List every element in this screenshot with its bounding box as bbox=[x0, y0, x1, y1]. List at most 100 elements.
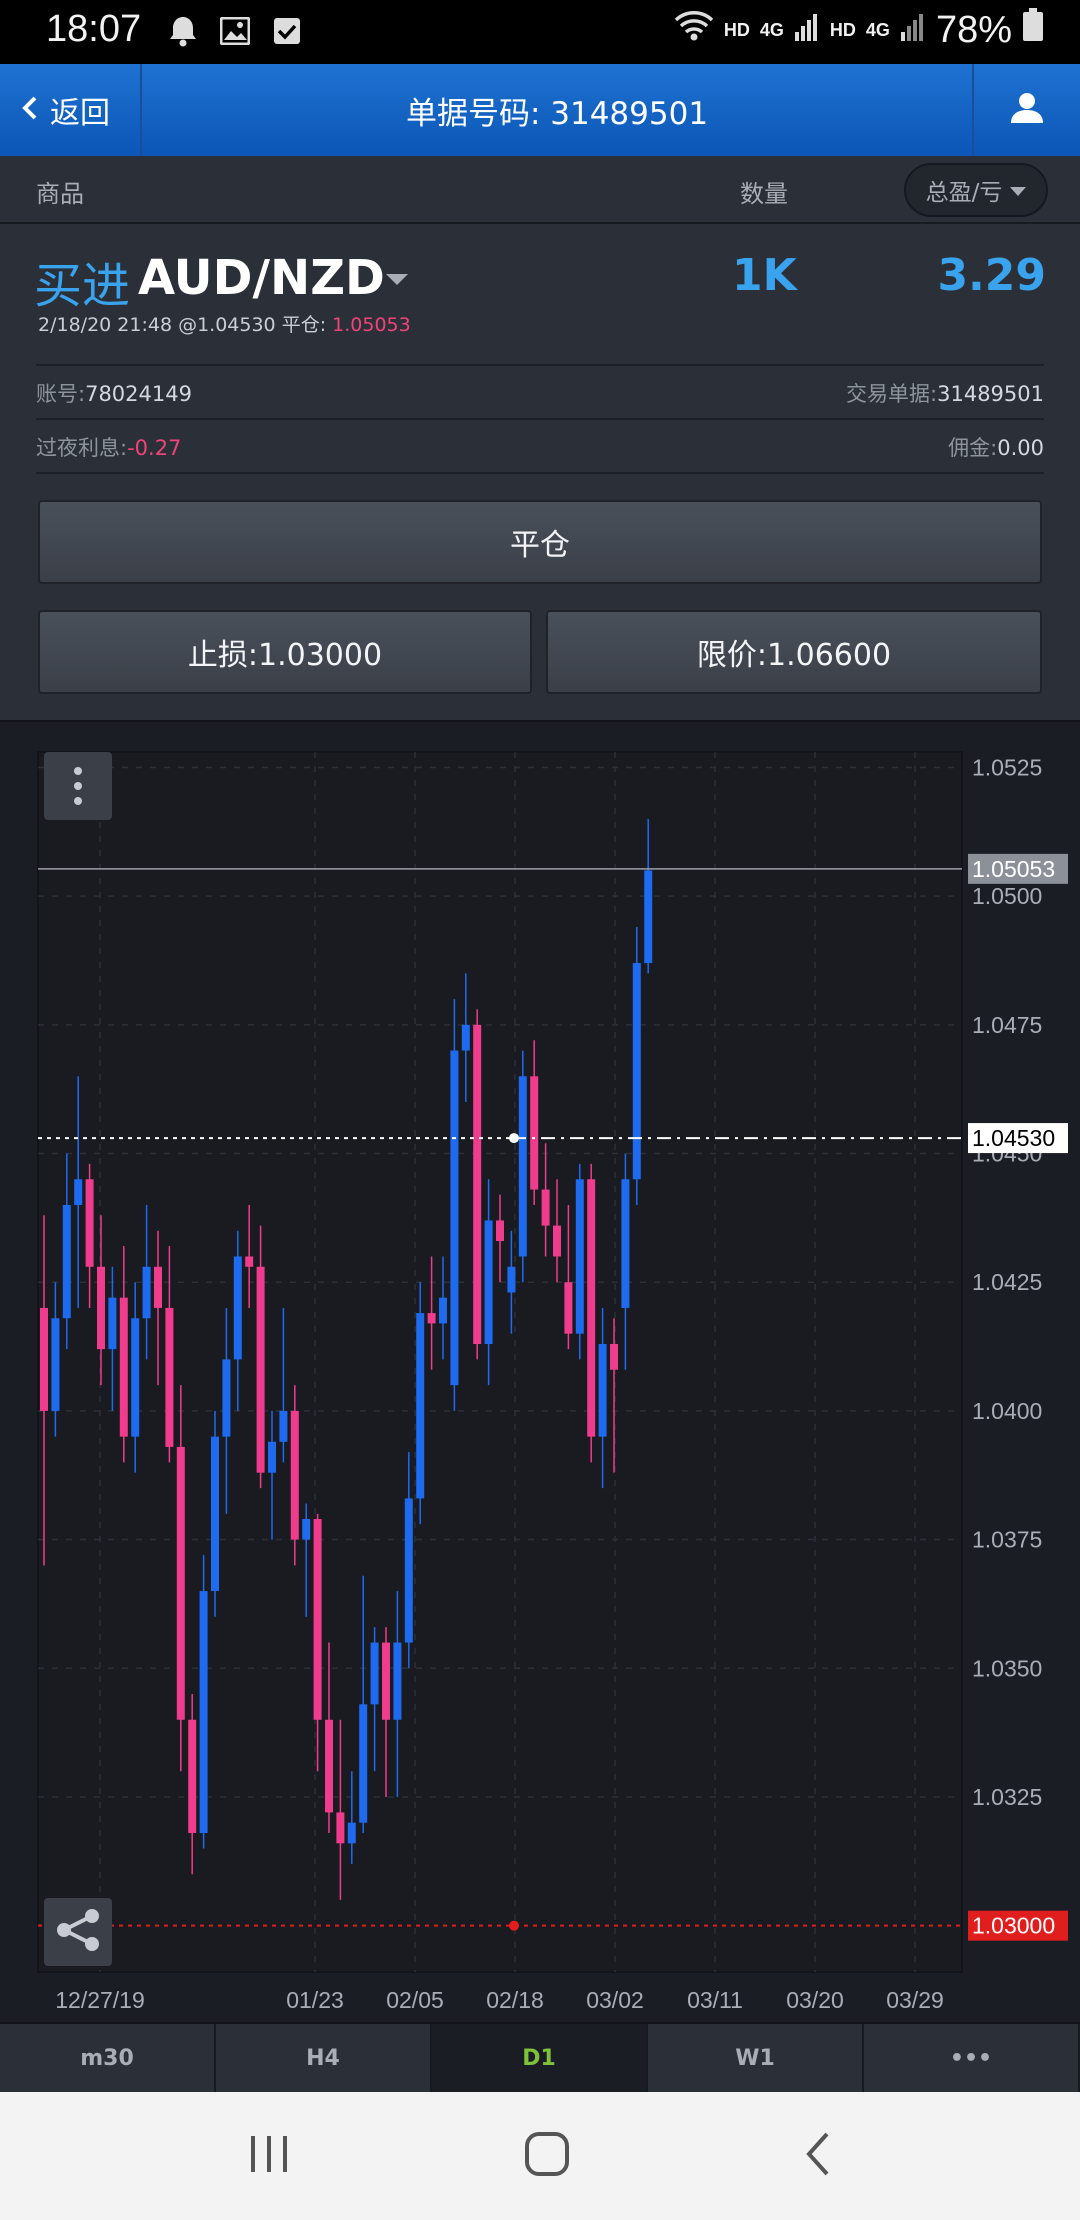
current-price-tag bbox=[968, 853, 1068, 884]
take-profit-button[interactable]: 限价:1.06600 bbox=[546, 610, 1042, 694]
x-tick-label: 03/29 bbox=[886, 1987, 944, 2013]
candle-body bbox=[484, 1220, 493, 1344]
chart-menu-button[interactable] bbox=[44, 752, 112, 820]
current-price-label: 1.05053 bbox=[972, 856, 1055, 882]
ticket-value: 31489501 bbox=[937, 382, 1044, 406]
candle-body bbox=[62, 1204, 71, 1319]
candle-body bbox=[336, 1812, 345, 1844]
candle-body bbox=[268, 1441, 276, 1473]
dot-icon bbox=[74, 782, 82, 790]
network-gen-1: 4G bbox=[759, 19, 784, 40]
candle-body bbox=[85, 1179, 94, 1267]
candle-body bbox=[119, 1297, 128, 1437]
candle-body bbox=[108, 1297, 117, 1350]
user-button[interactable] bbox=[972, 64, 1080, 156]
status-time: 18:07 bbox=[46, 8, 142, 50]
back-nav-icon[interactable] bbox=[803, 2131, 833, 2181]
commission-label: 佣金: bbox=[948, 436, 998, 460]
battery-percent: 78% bbox=[935, 8, 1012, 51]
candle-body bbox=[347, 1822, 356, 1844]
candle-body bbox=[370, 1642, 379, 1705]
network-label-2: HD bbox=[829, 19, 856, 40]
candle-body bbox=[188, 1719, 197, 1834]
candle-body bbox=[427, 1313, 436, 1324]
candle-body bbox=[97, 1266, 105, 1350]
back-button[interactable]: 返回 bbox=[0, 64, 142, 156]
candle-body bbox=[496, 1220, 504, 1242]
pl-dropdown-label: 总盈/亏 bbox=[925, 180, 1003, 206]
candle-body bbox=[473, 1024, 482, 1344]
candle-body bbox=[610, 1343, 618, 1370]
candle-body bbox=[176, 1446, 185, 1720]
y-tick-label: 1.0475 bbox=[972, 1012, 1042, 1038]
candle-body bbox=[587, 1179, 596, 1437]
open-price-marker bbox=[509, 1133, 519, 1144]
candle-body bbox=[199, 1591, 208, 1834]
candle-body bbox=[382, 1642, 390, 1720]
commission-value: 0.00 bbox=[997, 436, 1044, 460]
wifi-icon bbox=[674, 9, 714, 52]
x-tick-label: 01/23 bbox=[286, 1987, 344, 2013]
dot-icon bbox=[74, 797, 82, 805]
col-quantity: 数量 bbox=[740, 180, 788, 208]
candle-body bbox=[621, 1179, 630, 1308]
trade-side: 买进 bbox=[34, 258, 131, 314]
candle-body bbox=[450, 1050, 459, 1386]
recent-apps-icon[interactable] bbox=[247, 2134, 291, 2178]
pl-dropdown[interactable]: 总盈/亏 bbox=[904, 163, 1048, 217]
tab-w1[interactable]: W1 bbox=[648, 2024, 864, 2092]
candle-body bbox=[279, 1410, 288, 1442]
swap-value: -0.27 bbox=[127, 436, 182, 460]
candle-body bbox=[131, 1318, 140, 1437]
y-tick-label: 1.0375 bbox=[972, 1527, 1042, 1553]
battery-icon bbox=[1022, 8, 1044, 52]
open-info-text: 2/18/20 21:48 @1.04530 平仓: bbox=[38, 314, 333, 336]
chevron-left-icon bbox=[22, 93, 38, 128]
image-notification-icon bbox=[218, 14, 252, 48]
home-icon[interactable] bbox=[524, 2131, 570, 2181]
account-label: 账号: bbox=[36, 382, 86, 406]
candle-body bbox=[553, 1225, 561, 1257]
user-icon bbox=[1010, 92, 1044, 128]
close-position-button[interactable]: 平仓 bbox=[38, 500, 1042, 584]
stop-loss-button[interactable]: 止损:1.03000 bbox=[38, 610, 532, 694]
symbol-caret-icon[interactable] bbox=[386, 274, 408, 285]
tab-h4[interactable]: H4 bbox=[216, 2024, 432, 2092]
network-label-1: HD bbox=[723, 19, 750, 40]
order-panel: 买进 AUD/NZD 1K 3.29 2/18/20 21:48 @1.0453… bbox=[0, 224, 1080, 720]
candle-body bbox=[325, 1719, 333, 1813]
tab-m30[interactable]: m30 bbox=[0, 2024, 216, 2092]
y-tick-label: 1.0525 bbox=[972, 754, 1042, 780]
candle-body bbox=[245, 1256, 254, 1267]
candle-body bbox=[632, 963, 641, 1180]
column-header: 商品 数量 总盈/亏 bbox=[0, 156, 1080, 224]
app-header: 返回 单据号码: 31489501 bbox=[0, 64, 1080, 156]
share-button[interactable] bbox=[44, 1898, 112, 1966]
tab-more[interactable]: ••• bbox=[864, 2024, 1080, 2092]
chart-area[interactable]: 1.0525 1.0500 1.0475 1.0450 1.0425 1.0400 1.03… bbox=[0, 720, 1080, 2022]
swap-label: 过夜利息: bbox=[36, 436, 128, 460]
symbol-selector[interactable]: AUD/NZD bbox=[138, 250, 385, 306]
account-value: 78024149 bbox=[85, 382, 192, 406]
candle-body bbox=[416, 1313, 425, 1499]
y-tick-label: 1.0500 bbox=[972, 883, 1042, 909]
close-price: 1.05053 bbox=[332, 314, 411, 336]
divider bbox=[36, 472, 1044, 474]
candle-body bbox=[256, 1266, 265, 1473]
x-tick-label: 03/02 bbox=[586, 1987, 644, 2013]
candle-body bbox=[541, 1189, 550, 1226]
y-tick-label: 1.0425 bbox=[972, 1269, 1042, 1295]
tab-d1[interactable]: D1 bbox=[432, 2024, 648, 2092]
timeframe-tabs: m30 H4 D1 W1 ••• bbox=[0, 2022, 1080, 2092]
y-tick-label: 1.0400 bbox=[972, 1398, 1042, 1424]
candle-body bbox=[393, 1642, 402, 1720]
candle-body bbox=[530, 1076, 539, 1190]
page-title: 单据号码: 31489501 bbox=[405, 95, 709, 132]
candle-body bbox=[518, 1076, 527, 1257]
signal-icon bbox=[794, 9, 820, 52]
candlestick-chart[interactable]: 1.05251.05001.04751.04501.04251.04001.03… bbox=[0, 722, 1080, 2024]
checkbox-notification-icon bbox=[270, 14, 304, 48]
candle-body bbox=[40, 1307, 48, 1411]
candle-body bbox=[564, 1282, 573, 1334]
system-nav-bar bbox=[0, 2092, 1080, 2220]
